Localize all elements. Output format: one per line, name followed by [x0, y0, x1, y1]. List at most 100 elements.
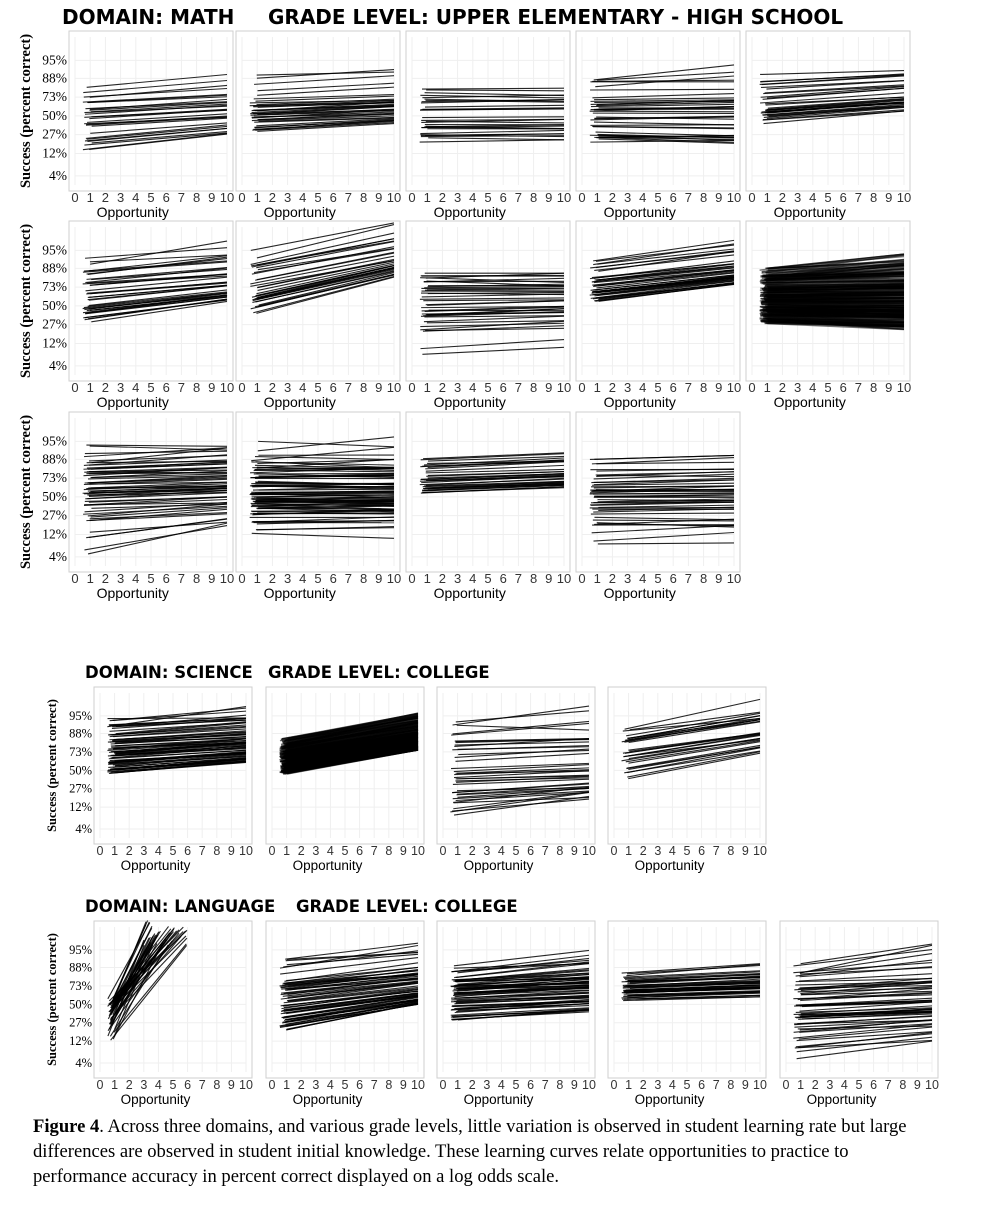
x-tick-label: 0: [97, 844, 104, 858]
x-tick-label: 5: [684, 844, 691, 858]
x-tick-label: 0: [748, 190, 755, 205]
y-tick-label: 73%: [69, 745, 92, 759]
x-tick-label: 7: [515, 190, 522, 205]
x-tick-label: 9: [885, 380, 892, 395]
x-tick-label: 2: [298, 1078, 305, 1092]
x-tick-label: 8: [899, 1078, 906, 1092]
x-tick-label: 7: [855, 380, 862, 395]
x-tick-label: 1: [254, 380, 261, 395]
x-tick-label: 4: [669, 1078, 676, 1092]
x-tick-label: 7: [855, 190, 862, 205]
caption-label: Figure 4: [33, 1116, 99, 1137]
x-tick-label: 8: [213, 1078, 220, 1092]
x-tick-label: 10: [897, 380, 911, 395]
learning-curve-line: [768, 287, 904, 288]
x-tick-label: 8: [385, 1078, 392, 1092]
x-tick-label: 2: [269, 190, 276, 205]
x-tick-label: 3: [483, 844, 490, 858]
y-tick-label: 4%: [49, 549, 67, 564]
x-tick-label: 2: [102, 190, 109, 205]
x-tick-label: 2: [640, 1078, 647, 1092]
x-tick-label: 6: [527, 844, 534, 858]
x-tick-label: 4: [809, 380, 816, 395]
x-tick-label: 8: [870, 380, 877, 395]
x-tick-label: 10: [557, 571, 571, 586]
x-tick-label: 10: [727, 190, 741, 205]
y-tick-label: 95%: [69, 709, 92, 723]
x-tick-label: 3: [140, 844, 147, 858]
x-tick-label: 4: [132, 190, 139, 205]
x-axis-label: Opportunity: [464, 858, 534, 873]
x-tick-label: 9: [228, 1078, 235, 1092]
x-tick-label: 2: [102, 380, 109, 395]
x-tick-label: 9: [715, 571, 722, 586]
y-tick-label: 27%: [42, 508, 67, 523]
x-tick-label: 0: [71, 380, 78, 395]
x-tick-label: 10: [387, 380, 401, 395]
x-tick-label: 6: [500, 190, 507, 205]
x-tick-label: 6: [840, 190, 847, 205]
y-tick-label: 95%: [42, 52, 67, 67]
x-tick-label: 10: [220, 380, 234, 395]
x-axis-label: Opportunity: [635, 1092, 705, 1107]
x-tick-label: 4: [639, 380, 646, 395]
y-tick-label: 4%: [75, 822, 92, 836]
y-tick-label: 12%: [69, 800, 92, 814]
x-axis-label: Opportunity: [774, 394, 846, 410]
x-tick-label: 0: [783, 1078, 790, 1092]
x-tick-label: 7: [371, 1078, 378, 1092]
x-tick-label: 9: [400, 844, 407, 858]
x-tick-label: 5: [147, 571, 154, 586]
x-tick-label: 1: [594, 380, 601, 395]
x-axis-label: Opportunity: [264, 585, 336, 601]
x-tick-label: 3: [284, 190, 291, 205]
x-tick-label: 6: [330, 380, 337, 395]
x-tick-label: 4: [132, 571, 139, 586]
y-tick-label: 12%: [42, 335, 67, 350]
x-tick-label: 5: [484, 190, 491, 205]
y-axis-title: Success (percent correct): [45, 933, 59, 1066]
x-axis-label: Opportunity: [264, 204, 336, 220]
x-axis-label: Opportunity: [121, 1092, 191, 1107]
x-tick-label: 10: [220, 571, 234, 586]
x-tick-label: 6: [670, 190, 677, 205]
x-tick-label: 1: [594, 190, 601, 205]
x-tick-label: 4: [155, 844, 162, 858]
x-axis-label: Opportunity: [434, 394, 506, 410]
x-tick-label: 3: [826, 1078, 833, 1092]
x-tick-label: 3: [794, 380, 801, 395]
x-tick-label: 4: [639, 571, 646, 586]
x-tick-label: 7: [515, 380, 522, 395]
x-tick-label: 1: [454, 844, 461, 858]
x-tick-label: 6: [163, 190, 170, 205]
y-tick-label: 50%: [69, 763, 92, 777]
x-tick-label: 9: [571, 844, 578, 858]
x-tick-label: 2: [102, 571, 109, 586]
x-tick-label: 8: [530, 190, 537, 205]
y-tick-label: 12%: [42, 145, 67, 160]
x-tick-label: 6: [670, 380, 677, 395]
x-tick-label: 4: [155, 1078, 162, 1092]
x-tick-label: 2: [779, 380, 786, 395]
x-tick-label: 10: [727, 380, 741, 395]
x-tick-label: 1: [87, 571, 94, 586]
x-tick-label: 10: [753, 844, 767, 858]
x-tick-label: 6: [163, 571, 170, 586]
x-tick-label: 3: [117, 571, 124, 586]
y-tick-label: 88%: [42, 451, 67, 466]
y-tick-label: 73%: [69, 979, 92, 993]
x-tick-label: 0: [238, 571, 245, 586]
x-tick-label: 3: [624, 380, 631, 395]
x-tick-label: 7: [685, 190, 692, 205]
x-tick-label: 6: [356, 844, 363, 858]
x-tick-label: 9: [375, 190, 382, 205]
x-tick-label: 0: [408, 380, 415, 395]
learning-curve-line: [590, 89, 734, 90]
learning-curve-line: [256, 498, 394, 499]
x-tick-label: 1: [87, 380, 94, 395]
y-tick-label: 27%: [69, 782, 92, 796]
x-tick-label: 9: [914, 1078, 921, 1092]
